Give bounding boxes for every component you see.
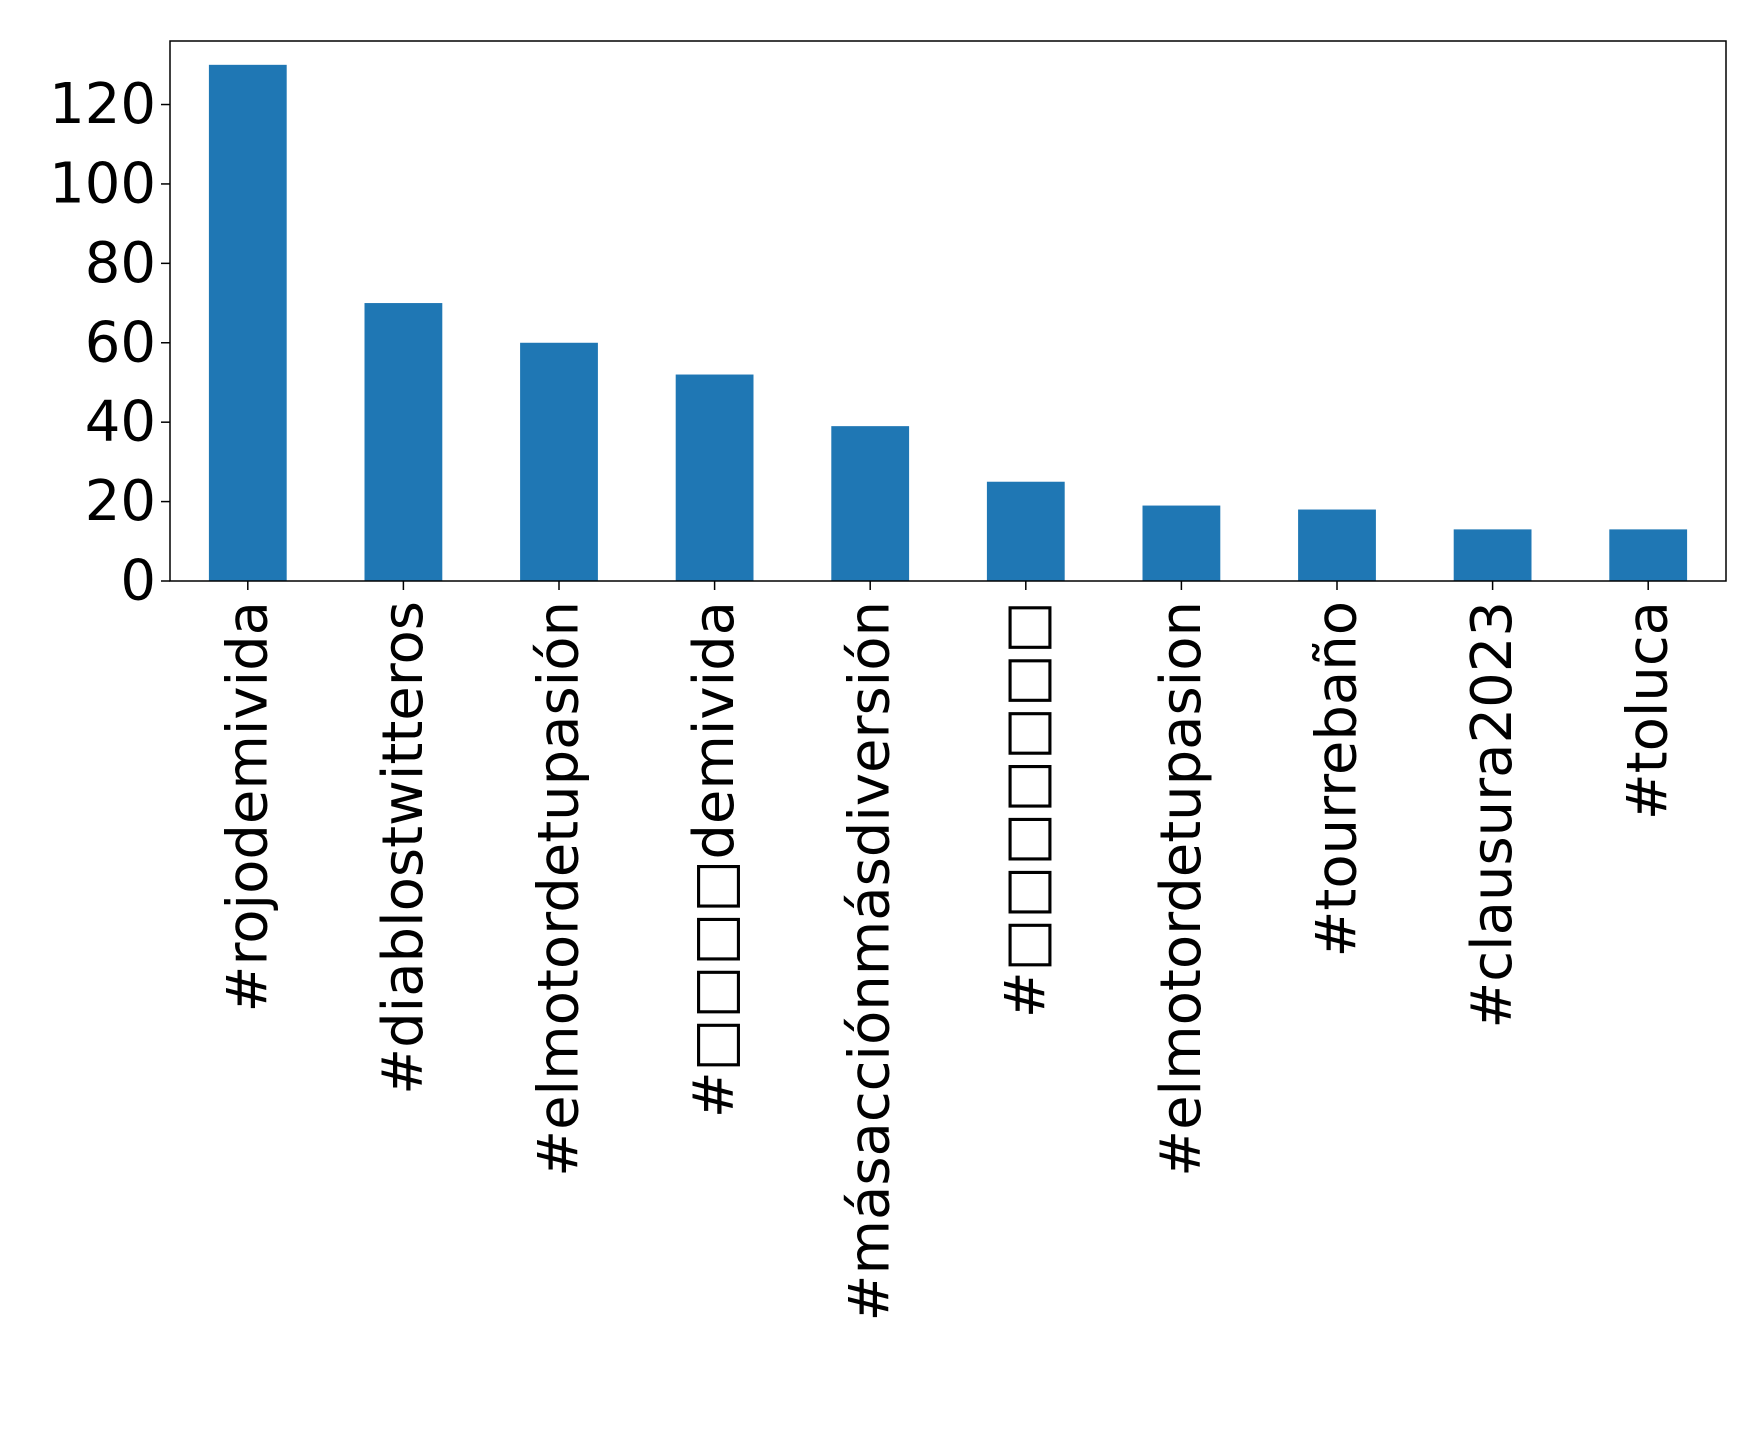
x-tick-label: #□□□□demivida xyxy=(682,601,747,1118)
x-tick-label: #elmotordetupasion xyxy=(1149,601,1214,1177)
bar xyxy=(1142,505,1221,581)
x-tick-label: #másacciónmásdiversión xyxy=(838,601,903,1321)
plot-frame xyxy=(169,40,1727,582)
bar xyxy=(1298,509,1376,581)
bar xyxy=(986,481,1065,581)
bar xyxy=(831,426,910,581)
x-tick-label: #rojodemivida xyxy=(215,601,280,1012)
bar xyxy=(1453,529,1532,581)
y-tick-label: 100 xyxy=(49,151,156,216)
y-tick-label: 20 xyxy=(85,469,156,534)
bar xyxy=(1609,529,1688,581)
bar xyxy=(364,303,443,581)
x-tick-label: #□□□□□□□ xyxy=(993,601,1058,1018)
y-tick-label: 80 xyxy=(85,231,156,296)
x-tick-label: #elmotordetupasión xyxy=(527,601,592,1177)
x-axis: #rojodemivida #diablostwitteros #elmotorde… xyxy=(215,581,1681,1321)
bars-group xyxy=(208,64,1688,581)
bar xyxy=(208,64,287,581)
y-axis: 0 20 40 60 80 100 120 xyxy=(49,72,170,614)
bar xyxy=(675,374,754,581)
y-tick-label: 40 xyxy=(85,390,156,455)
bar xyxy=(520,342,598,581)
x-tick-label: #diablostwitteros xyxy=(371,601,436,1095)
y-tick-label: 60 xyxy=(85,310,156,375)
x-tick-label: #tourrebaño xyxy=(1305,601,1370,958)
y-tick-label: 0 xyxy=(120,549,156,614)
x-tick-label: #toluca xyxy=(1616,601,1681,820)
y-tick-label: 120 xyxy=(49,72,156,137)
x-tick-label: #clausura2023 xyxy=(1460,601,1525,1029)
